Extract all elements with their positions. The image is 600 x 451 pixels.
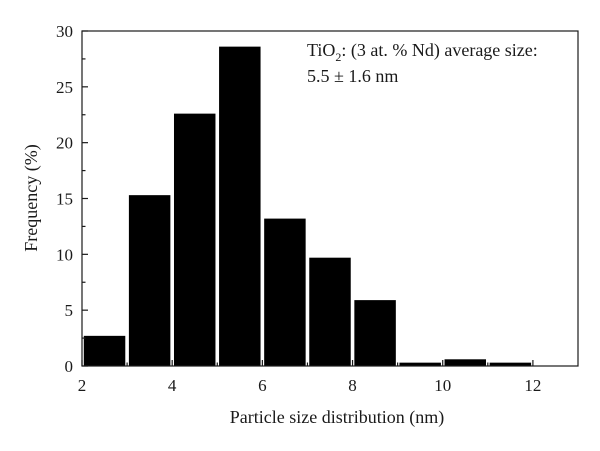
x-tick-label: 4	[168, 376, 177, 395]
x-tick-label: 8	[348, 376, 357, 395]
x-axis-label: Particle size distribution (nm)	[230, 407, 444, 428]
bar-4	[219, 46, 261, 367]
bar-6	[309, 257, 351, 366]
annotation-line-2: 5.5 ± 1.6 nm	[307, 66, 398, 86]
y-tick-label: 5	[65, 301, 74, 320]
y-tick-label: 30	[56, 22, 73, 41]
x-tick-label: 2	[78, 376, 87, 395]
bar-2	[128, 195, 171, 366]
bar-5	[264, 218, 306, 366]
bar-1	[83, 335, 126, 366]
y-tick-label: 10	[56, 245, 73, 264]
bar-3	[173, 113, 216, 366]
annotation-text: : (3 at. % Nd) average size:	[341, 40, 537, 61]
x-tick-label: 6	[258, 376, 267, 395]
bar-7	[354, 300, 396, 366]
x-tick-label: 12	[524, 376, 541, 395]
x-tick-label: 10	[434, 376, 451, 395]
ticks-group: 2 4 6 8 10 12 0 5 10 15 20 25 30	[56, 22, 541, 395]
y-tick-label: 20	[56, 134, 73, 153]
y-axis-label: Frequency (%)	[21, 144, 42, 251]
bar-9	[444, 359, 487, 366]
y-tick-label: 0	[65, 357, 74, 376]
annotation-subscript: 2	[335, 50, 341, 64]
y-tick-label: 25	[56, 78, 73, 97]
bar-8	[399, 362, 441, 366]
bar-10	[489, 362, 532, 366]
y-tick-label: 15	[56, 190, 73, 209]
annotation-line-1: TiO2: (3 at. % Nd) average size:	[307, 40, 538, 64]
bars-group	[83, 46, 532, 367]
annotation-formula: TiO	[307, 40, 335, 60]
